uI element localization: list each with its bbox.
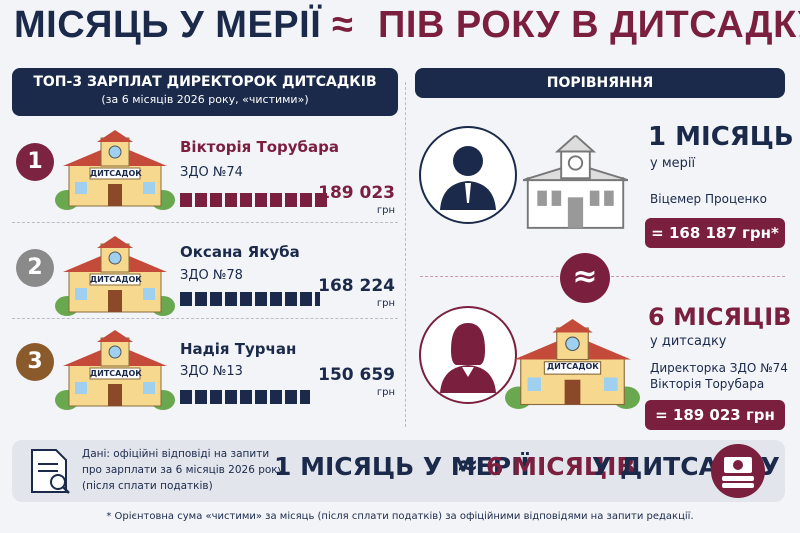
left-header-subtitle: (за 6 місяців 2026 року, «чистими»): [101, 93, 309, 106]
period-kindergarten: 6 МІСЯЦІВ: [648, 303, 792, 331]
unit: грн: [376, 298, 395, 309]
salary-bar: [180, 193, 330, 207]
unit: грн: [376, 387, 395, 398]
city-amount: = 168 187 грн*: [645, 218, 785, 248]
city-hall-icon: [523, 128, 628, 238]
footnote: * Орієнтовна сума «чистими» за місяць (п…: [106, 511, 694, 522]
director-person: Вікторія Торубара: [650, 377, 765, 391]
director-name: Вікторія Торубара: [180, 138, 339, 156]
org: ЗДО №78: [180, 268, 243, 283]
amount: 189 023: [318, 183, 395, 203]
approx-badge: ≈: [560, 253, 610, 303]
source-line: про зарплати за 6 місяців 2026 року: [82, 464, 284, 476]
building-sign: ДИТСАДОК: [90, 275, 142, 284]
woman-icon: [419, 306, 517, 404]
left-header: ТОП-3 ЗАРПЛАТ ДИРЕКТОРОК ДИТСАДКІВ (за 6…: [12, 68, 398, 116]
right-header: ПОРІВНЯННЯ: [415, 68, 785, 98]
title-left: МІСЯЦЬ У МЕРІЇ: [14, 4, 322, 46]
source-line: Дані: офіційні відповіді на запити: [82, 448, 270, 460]
salary-bar: [180, 390, 310, 404]
summary-approx: ≈: [456, 450, 479, 481]
document-icon: [31, 449, 70, 494]
title-approx: ≈: [332, 4, 354, 46]
source-line: (після сплати податків): [82, 480, 213, 492]
official: Віцемер Проценко: [650, 192, 767, 206]
title-right: ПІВ РОКУ В ДИТСАДКУ: [378, 4, 800, 46]
divider: [12, 318, 398, 319]
director-role: Директорка ЗДО №74: [650, 361, 788, 375]
vertical-divider: [405, 82, 406, 427]
period-city: 1 МІСЯЦЬ: [648, 122, 794, 152]
amount: 150 659: [318, 365, 395, 385]
amount: 168 224: [318, 276, 395, 296]
place-city: у мерії: [650, 156, 696, 171]
rank-badge: 1: [16, 143, 54, 181]
divider: [12, 222, 398, 223]
salary-bar: [180, 292, 320, 306]
man-icon: [419, 126, 517, 224]
unit: грн: [376, 205, 395, 216]
org: ЗДО №13: [180, 364, 243, 379]
director-name: Надія Турчан: [180, 340, 297, 358]
rank-badge: 3: [16, 343, 54, 381]
summary-highlight: 6 МІСЯЦІВ: [486, 452, 636, 481]
money-icon: [711, 444, 765, 498]
building-sign: ДИТСАДОК: [90, 369, 142, 378]
place-kindergarten: у дитсадку: [650, 334, 727, 349]
building-sign: ДИТСАДОК: [90, 169, 142, 178]
summary-left: 1 МІСЯЦЬ У МЕРІЇ: [274, 452, 530, 481]
left-header-title: ТОП-3 ЗАРПЛАТ ДИРЕКТОРОК ДИТСАДКІВ: [33, 74, 377, 90]
rank-badge: 2: [16, 249, 54, 287]
kindergarten-amount: = 189 023 грн: [645, 400, 785, 430]
summary-banner: [12, 440, 785, 502]
org: ЗДО №74: [180, 165, 243, 180]
building-sign: ДИТСАДОК: [547, 362, 599, 371]
director-name: Оксана Якуба: [180, 243, 300, 261]
